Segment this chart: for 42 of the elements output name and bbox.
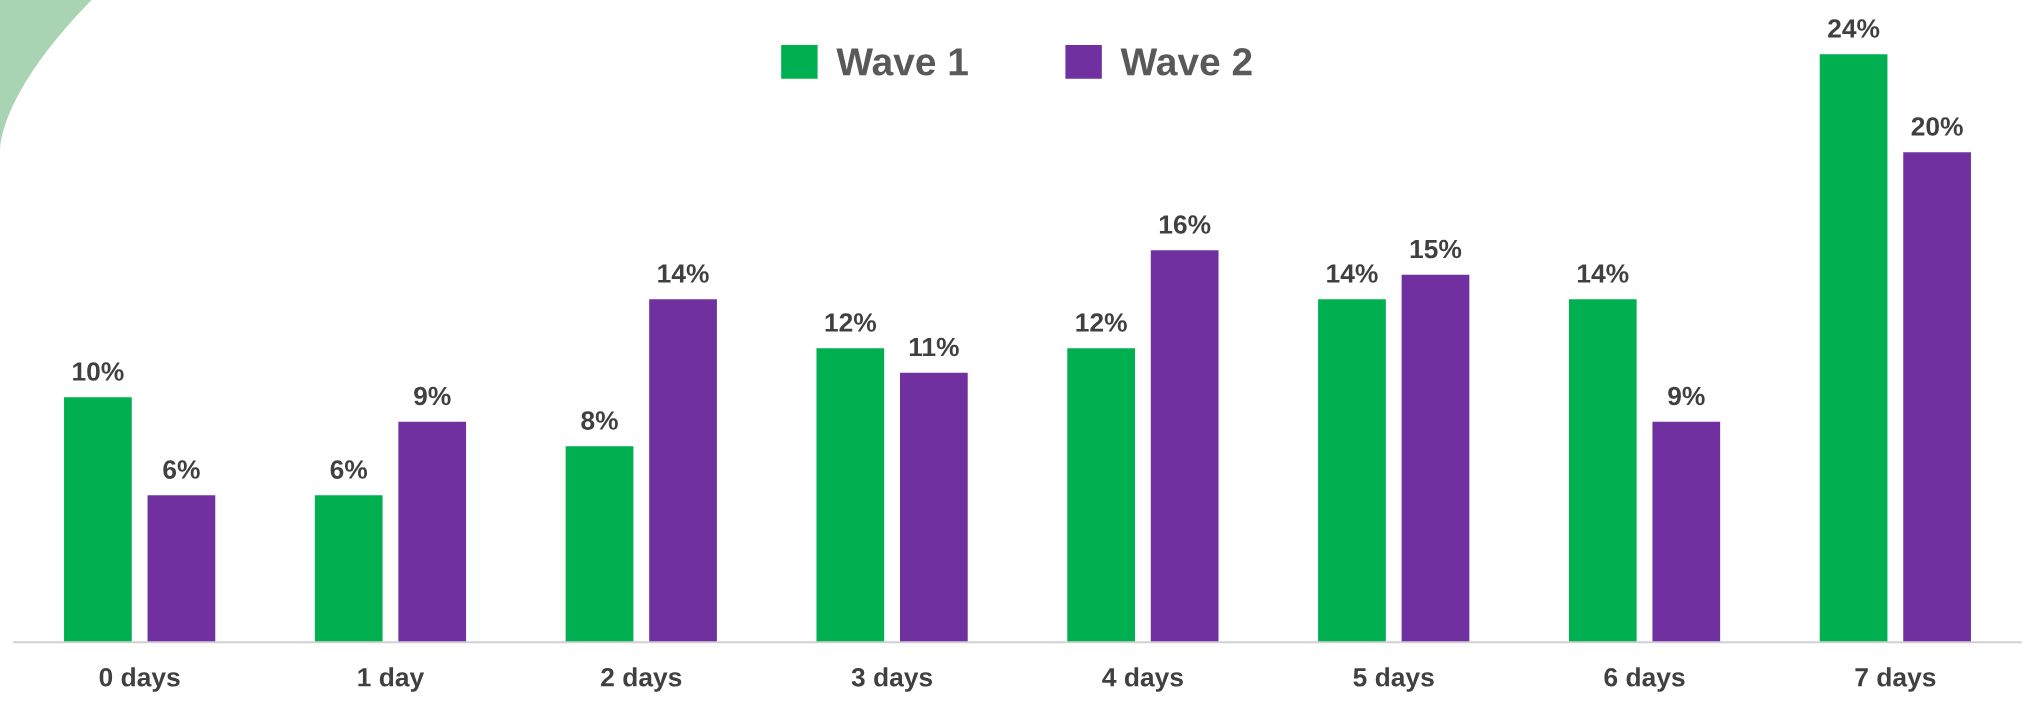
x-tick-label: 1 day [358,667,425,692]
data-label: 12% [825,313,877,332]
bar [64,397,132,643]
data-label: 20% [1911,117,1963,136]
bar [1568,299,1637,643]
data-label: 16% [1159,215,1211,234]
data-label: 15% [1410,239,1462,259]
bar [649,299,717,643]
bar [1903,152,1971,643]
x-tick-label: 6 days [1604,667,1685,692]
data-label: 11% [909,337,959,357]
bar [398,421,467,643]
data-label: 14% [658,264,709,283]
bar [147,495,216,643]
x-tick-label: 3 days [851,667,933,692]
data-label: 24% [1828,19,1880,38]
x-tick-label: 5 days [1353,667,1434,692]
data-label: 8% [581,411,618,430]
data-label: 10% [73,362,124,381]
data-label: 9% [1668,386,1705,406]
data-label: 14% [1578,264,1629,283]
bar [816,348,885,643]
legend-label: Wave 2 [1120,48,1252,76]
x-tick-label: 2 days [601,667,682,692]
bar [565,446,634,643]
data-label: 12% [1076,313,1127,332]
x-tick-label: 0 days [99,667,180,692]
data-label: 9% [414,386,451,406]
bar [1318,299,1386,643]
x-tick-label: 4 days [1102,667,1183,692]
bar [1150,250,1219,643]
legend-label: Wave 1 [836,48,968,76]
data-label: 6% [163,460,200,479]
bar [1401,274,1470,643]
data-label: 14% [1327,264,1378,283]
bar [1652,421,1721,643]
bar [899,372,968,643]
x-tick-label: 7 days [1855,667,1936,692]
bar [1067,348,1136,643]
bar [1819,54,1888,643]
data-label: 6% [330,460,368,479]
bar [314,495,383,643]
